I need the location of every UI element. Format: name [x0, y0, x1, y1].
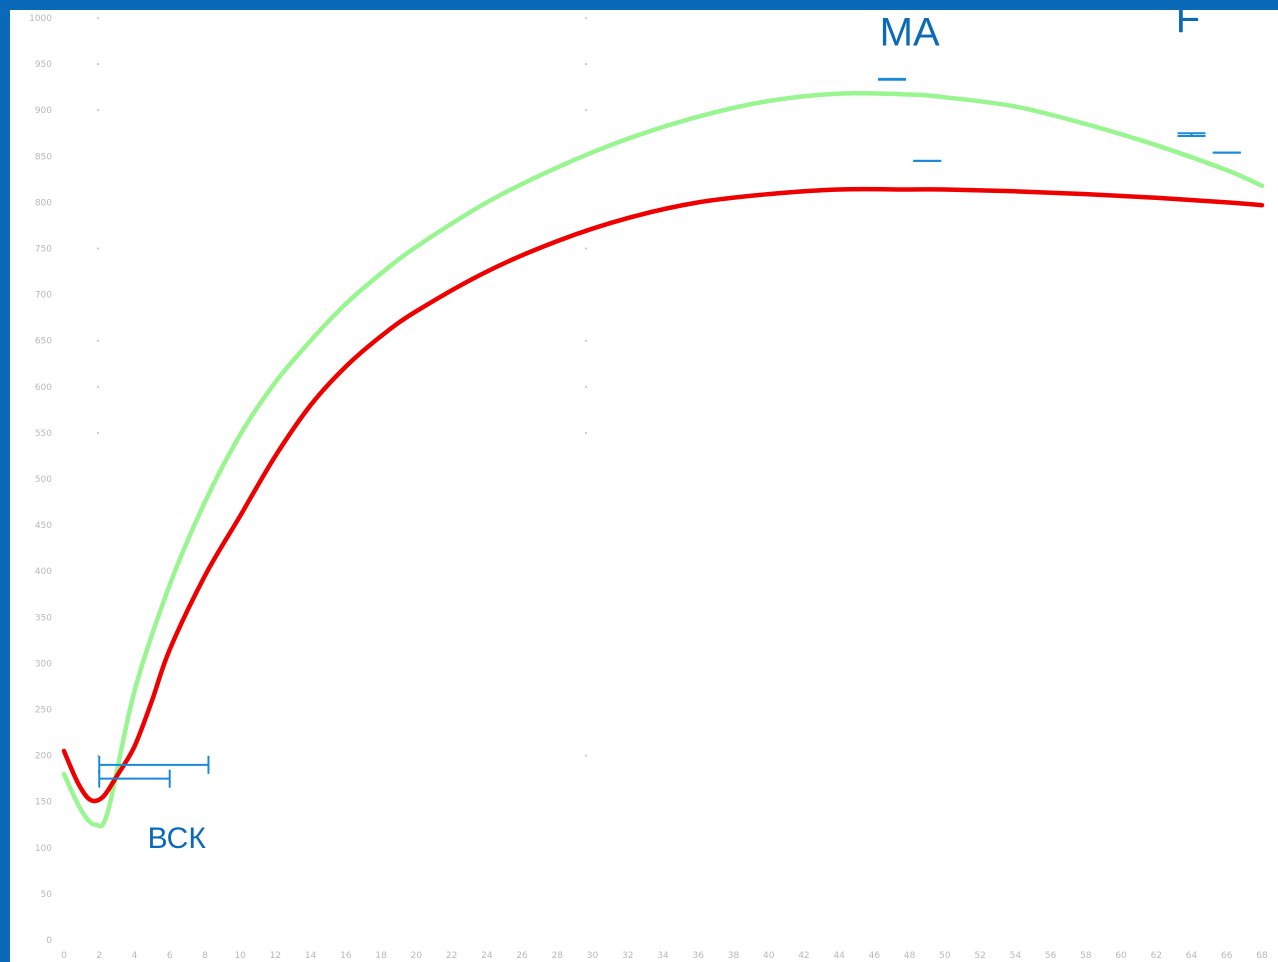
y-tick-label: 500 [35, 475, 52, 485]
x-tick-label: 32 [622, 951, 633, 961]
y-tick-label: 450 [35, 521, 52, 531]
x-tick-label: 40 [763, 951, 775, 961]
x-tick-label: 68 [1256, 951, 1268, 961]
grid-dot [585, 17, 587, 19]
x-tick-label: 24 [481, 951, 493, 961]
x-tick-label: 30 [587, 951, 599, 961]
y-tick-label: 600 [35, 383, 52, 393]
x-tick-label: 62 [1151, 951, 1162, 961]
grid-dot [97, 63, 99, 65]
x-tick-label: 18 [375, 951, 387, 961]
x-tick-label: 12 [270, 951, 281, 961]
x-tick-label: 6 [167, 951, 173, 961]
line-chart: 0501001502002503003504004505005506006507… [10, 10, 1278, 962]
error-bar [1178, 133, 1206, 136]
x-tick-label: 36 [693, 951, 705, 961]
error-bar [878, 79, 906, 80]
grid-dot [97, 340, 99, 342]
x-tick-label: 34 [657, 951, 669, 961]
y-tick-label: 50 [41, 890, 53, 900]
x-tick-label: 48 [904, 951, 916, 961]
grid-dot [97, 17, 99, 19]
annotation-label: ВСК [148, 822, 207, 855]
y-tick-label: 950 [35, 60, 52, 70]
x-tick-label: 16 [340, 951, 352, 961]
x-tick-label: 4 [132, 951, 138, 961]
y-tick-label: 1000 [29, 14, 52, 24]
y-tick-label: 550 [35, 429, 52, 439]
grid-dot [585, 386, 587, 388]
y-tick-label: 400 [35, 567, 52, 577]
x-tick-label: 26 [516, 951, 528, 961]
x-tick-label: 60 [1115, 951, 1127, 961]
grid-dot [585, 432, 587, 434]
x-tick-label: 2 [96, 951, 102, 961]
y-tick-label: 100 [35, 844, 52, 854]
chart-frame: 0 50 100 150 200 250 300 350 400 450 500 550 600 650 7… [10, 10, 1278, 962]
x-tick-label: 50 [939, 951, 951, 961]
x-tick-label: 22 [446, 951, 457, 961]
y-tick-label: 0 [46, 936, 52, 946]
grid-dot [97, 386, 99, 388]
y-tick-label: 700 [35, 291, 52, 301]
x-tick-label: 8 [202, 951, 208, 961]
x-tick-label: 10 [234, 951, 246, 961]
y-tick-label: 250 [35, 706, 52, 716]
x-tick-label: 54 [1010, 951, 1022, 961]
y-tick-label: 300 [35, 659, 52, 669]
x-tick-label: 20 [411, 951, 423, 961]
grid-dot [97, 247, 99, 249]
series-line-1 [64, 93, 1262, 826]
grid-dot [585, 247, 587, 249]
x-tick-label: 38 [728, 951, 740, 961]
y-tick-label: 650 [35, 337, 52, 347]
grid-dot [97, 109, 99, 111]
y-tick-label: 900 [35, 106, 52, 116]
grid-dot [585, 109, 587, 111]
x-tick-label: 28 [552, 951, 564, 961]
x-tick-label: 56 [1045, 951, 1057, 961]
annotation-label: F [1176, 10, 1200, 41]
grid-dot [585, 63, 587, 65]
x-tick-label: 46 [869, 951, 881, 961]
x-tick-label: 64 [1186, 951, 1198, 961]
x-tick-label: 52 [974, 951, 985, 961]
series-line-2 [64, 189, 1262, 801]
annotation-label: MA [880, 11, 940, 55]
x-tick-label: 44 [833, 951, 845, 961]
y-tick-label: 800 [35, 198, 52, 208]
grid-dot [585, 755, 587, 757]
grid-dot [97, 432, 99, 434]
y-tick-label: 750 [35, 245, 52, 255]
y-tick-label: 850 [35, 152, 52, 162]
x-tick-label: 14 [305, 951, 317, 961]
x-tick-label: 0 [61, 951, 67, 961]
y-tick-label: 200 [35, 752, 52, 762]
grid-dot [585, 340, 587, 342]
x-tick-label: 58 [1080, 951, 1092, 961]
x-tick-label: 42 [798, 951, 809, 961]
x-tick-label: 66 [1221, 951, 1233, 961]
y-tick-label: 350 [35, 613, 52, 623]
y-tick-label: 150 [35, 798, 52, 808]
